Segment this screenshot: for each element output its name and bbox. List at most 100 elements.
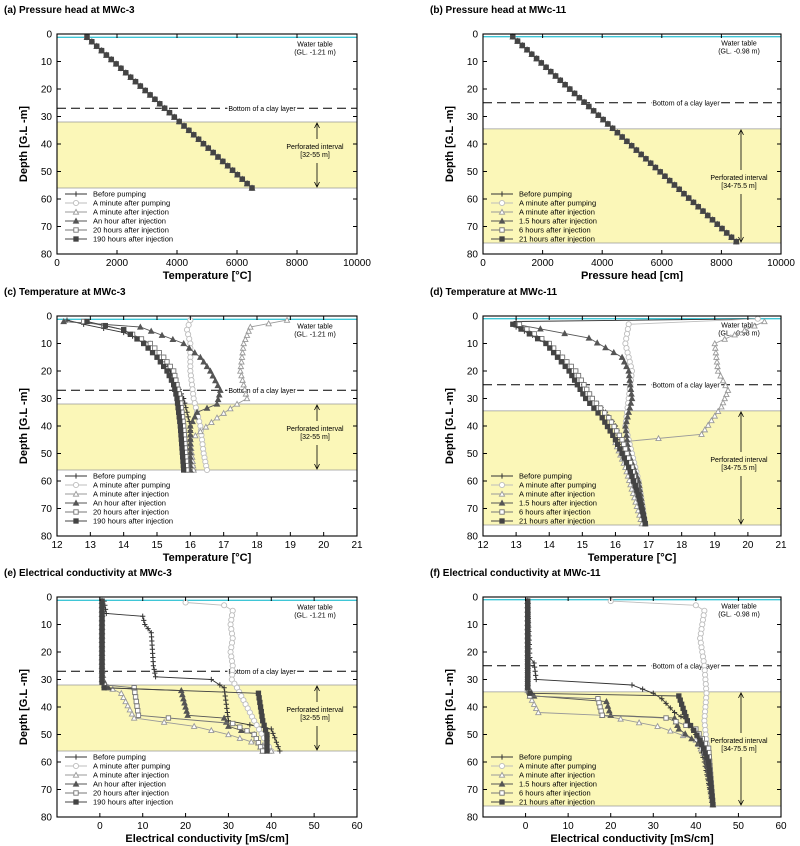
legend-item: 21 hours after injection bbox=[491, 798, 595, 807]
legend-marker bbox=[73, 754, 79, 760]
data-point bbox=[173, 391, 179, 397]
legend-label: A minute after pumping bbox=[519, 481, 596, 490]
data-point bbox=[724, 386, 732, 393]
data-point bbox=[576, 95, 583, 101]
data-point bbox=[581, 99, 587, 105]
data-point bbox=[224, 705, 230, 711]
data-point bbox=[534, 708, 542, 716]
data-point bbox=[724, 230, 730, 236]
data-point bbox=[247, 738, 255, 745]
data-point bbox=[220, 714, 228, 721]
data-point bbox=[562, 82, 568, 88]
data-point bbox=[239, 344, 247, 351]
data-point bbox=[211, 377, 219, 384]
data-point bbox=[128, 710, 136, 717]
legend-label: An hour after injection bbox=[93, 780, 166, 789]
data-point bbox=[99, 611, 105, 618]
legend-item: A minute after injection bbox=[65, 490, 169, 499]
y-tick-label: 40 bbox=[41, 703, 53, 714]
perforated-sublabel: [34-75.5 m] bbox=[721, 465, 756, 472]
data-point bbox=[623, 362, 630, 370]
data-point bbox=[152, 670, 158, 676]
y-tick-label: 0 bbox=[472, 30, 478, 41]
data-point bbox=[626, 455, 632, 461]
data-point bbox=[207, 726, 215, 734]
legend-marker bbox=[73, 236, 79, 242]
legend-label: A minute after pumping bbox=[93, 762, 170, 771]
x-tick-label: 17 bbox=[218, 540, 230, 551]
data-point bbox=[688, 735, 695, 742]
legend-label: A minute after pumping bbox=[519, 199, 596, 208]
data-point bbox=[599, 415, 605, 421]
data-point bbox=[185, 344, 193, 351]
legend-item: A minute after injection bbox=[491, 208, 595, 217]
data-point bbox=[652, 164, 659, 171]
legend-label: 20 hours after injection bbox=[93, 508, 169, 517]
y-tick-label: 30 bbox=[467, 675, 479, 686]
data-point bbox=[625, 321, 632, 328]
panel-d: (d) Temperature at MWc-11 Water table(GL.… bbox=[430, 287, 787, 564]
data-point bbox=[589, 395, 595, 402]
data-point bbox=[666, 727, 674, 734]
x-tick-label: 0 bbox=[97, 821, 103, 832]
legend-item: Before pumping bbox=[491, 753, 572, 762]
data-point bbox=[717, 372, 724, 379]
data-point bbox=[629, 473, 635, 480]
x-tick-label: 12 bbox=[477, 540, 489, 551]
data-point bbox=[223, 697, 229, 703]
data-point bbox=[663, 715, 669, 721]
clay-layer-label: Bottom of a clay layer bbox=[228, 669, 296, 676]
data-point bbox=[587, 400, 593, 406]
x-tick-label: 15 bbox=[577, 540, 589, 551]
data-point bbox=[133, 698, 139, 705]
data-point bbox=[543, 64, 549, 70]
data-point bbox=[626, 404, 634, 411]
perforated-sublabel: [32-55 m] bbox=[300, 434, 330, 441]
data-point bbox=[175, 405, 181, 411]
data-point bbox=[700, 208, 706, 214]
x-tick-label: 50 bbox=[733, 821, 745, 832]
water-table-sublabel: (GL. -0.98 m) bbox=[718, 49, 760, 56]
data-point bbox=[614, 129, 621, 136]
data-point bbox=[622, 446, 629, 452]
arrow-head-down bbox=[738, 799, 744, 806]
x-tick-label: 8000 bbox=[710, 258, 733, 269]
data-point bbox=[705, 759, 712, 765]
legend-marker bbox=[72, 217, 80, 224]
data-point bbox=[147, 340, 153, 347]
data-point bbox=[623, 417, 630, 425]
data-point bbox=[174, 395, 180, 402]
legend-item: Before pumping bbox=[65, 753, 146, 762]
legend-item: An hour after injection bbox=[65, 217, 166, 226]
x-tick-label: 16 bbox=[610, 540, 622, 551]
data-point bbox=[172, 386, 178, 392]
data-point bbox=[722, 381, 729, 389]
legend-item: Before pumping bbox=[65, 472, 146, 481]
y-tick-label: 20 bbox=[41, 648, 53, 659]
legend-item: 20 hours after injection bbox=[65, 226, 169, 235]
data-point bbox=[713, 358, 721, 365]
legend-marker bbox=[499, 509, 505, 515]
legend-label: A minute after pumping bbox=[519, 762, 596, 771]
data-point bbox=[142, 621, 148, 628]
legend-item: 1.5 hours after injection bbox=[491, 499, 597, 508]
data-point bbox=[99, 657, 105, 663]
y-tick-label: 0 bbox=[46, 593, 52, 604]
x-tick-label: 20 bbox=[318, 540, 330, 551]
data-point bbox=[713, 353, 720, 360]
data-point bbox=[554, 354, 561, 360]
data-point bbox=[151, 666, 157, 673]
y-tick-label: 30 bbox=[41, 112, 53, 123]
data-point bbox=[704, 754, 710, 761]
data-point bbox=[220, 409, 228, 416]
data-point bbox=[234, 172, 241, 178]
data-point bbox=[225, 730, 232, 738]
data-point bbox=[610, 125, 616, 131]
data-point bbox=[241, 335, 249, 343]
legend-marker bbox=[73, 473, 79, 479]
data-point bbox=[177, 418, 183, 425]
legend-label: 6 hours after injection bbox=[519, 508, 591, 517]
x-tick-label: 16 bbox=[185, 540, 197, 551]
data-point bbox=[608, 419, 615, 425]
